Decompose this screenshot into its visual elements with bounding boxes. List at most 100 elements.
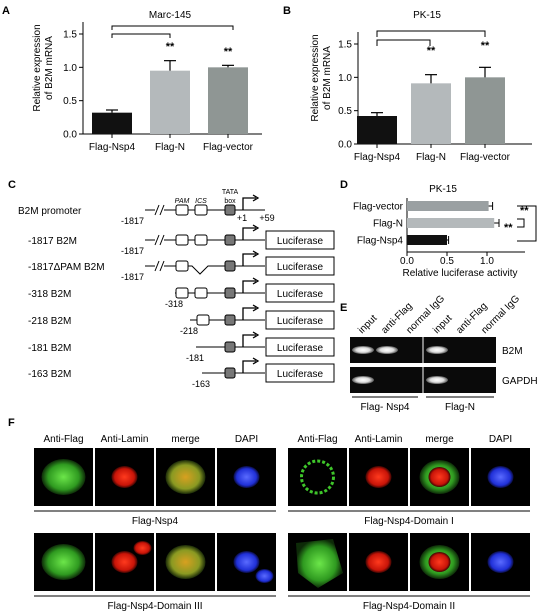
panel-d: D PK-15 Flag-vector Flag-N Flag-Nsp4 0.0 0.5… xyxy=(340,179,537,279)
chart-a-category-label-1: Flag-N xyxy=(155,142,185,153)
tss-label-plus1: +1 xyxy=(237,213,247,223)
start-label-2: -1817 xyxy=(121,272,144,282)
tss-arrowhead-3 xyxy=(252,277,260,285)
gel-label-gapdh: GAPDH xyxy=(502,376,538,387)
tata-box-5 xyxy=(224,341,236,353)
tata-box-4 xyxy=(224,314,236,326)
channel-label-1-2: merge xyxy=(425,434,454,445)
ics-box-4 xyxy=(196,314,210,326)
chart-d-bar-2 xyxy=(407,235,447,245)
nucleus-red-extra-2 xyxy=(133,541,152,555)
tss-arrow-0 xyxy=(242,197,256,210)
gapdh-band-1 xyxy=(426,376,448,384)
b2m-band-0 xyxy=(352,346,374,354)
chart-b-category-label-2: Flag-vector xyxy=(460,152,511,163)
promoter-rows: B2M promoter -1817 -1817 B2M -1817 Luciferas… xyxy=(18,194,335,389)
merge-cell-2 xyxy=(165,545,206,579)
chart-a-bracket-inner xyxy=(111,33,171,38)
tss-arrow-4 xyxy=(242,307,256,320)
element-label-ics: ICS xyxy=(195,198,207,205)
ics-box-3 xyxy=(194,287,208,299)
panel-letter-a: A xyxy=(2,5,10,17)
construct-break-b-2 xyxy=(159,260,165,272)
chart-a-category-label-2: Flag-vector xyxy=(203,142,254,153)
construct-label-0: B2M promoter xyxy=(18,206,82,217)
tss-arrow-6 xyxy=(242,360,256,373)
cell-body-3 xyxy=(296,539,343,588)
cell-ring-1 xyxy=(300,459,335,495)
tss-arrowhead-2 xyxy=(252,250,260,258)
channel-label-1-1: Anti-Lamin xyxy=(355,434,403,445)
luciferase-box-6 xyxy=(265,363,335,383)
tata-box-2 xyxy=(224,260,236,272)
tss-arrowhead-6 xyxy=(252,357,260,365)
chart-b-bracket-inner xyxy=(376,39,431,46)
construct-break-a-2 xyxy=(154,260,160,272)
chart-d-sig-1: ** xyxy=(520,205,529,217)
panel-c: C B2M promoter -1817 -1817 B2M -1817 Lucifer… xyxy=(8,179,335,389)
channel-label-0-0: Anti-Flag xyxy=(43,434,83,445)
merge-nucleus-3 xyxy=(428,552,451,572)
panel-letter-e: E xyxy=(340,302,347,314)
nucleus-blue-3 xyxy=(487,551,514,573)
gel-label-b2m: B2M xyxy=(502,346,523,357)
chart-b-ylabel-1: Relative expression xyxy=(310,34,321,121)
chart-d-category-label-0: Flag-vector xyxy=(353,202,404,213)
start-label-6: -163 xyxy=(192,379,210,389)
construct-label-6: -163 B2M xyxy=(28,369,71,380)
panel-a: A Marc-145 Relative expression of B2M mR… xyxy=(2,5,262,153)
group-label-nsp4: Flag- Nsp4 xyxy=(361,402,410,413)
tss-arrowhead-0 xyxy=(252,194,260,202)
gapdh-band-0 xyxy=(352,376,374,384)
channel-label-1-3: DAPI xyxy=(489,434,512,445)
panel-letter-d: D xyxy=(340,179,348,191)
nucleus-red-2 xyxy=(111,551,138,573)
chart-a-ytick-label-0: 0.0 xyxy=(63,130,77,141)
nucleus-blue-extra-2 xyxy=(255,569,274,583)
b2m-band-2 xyxy=(426,346,448,354)
chart-d-bar-0 xyxy=(407,201,489,211)
chart-b-ytick-label-0: 0.0 xyxy=(338,140,352,151)
chart-a-ytick-label-3: 1.5 xyxy=(63,30,77,41)
tss-label-plus59: +59 xyxy=(259,213,274,223)
chart-a-bracket-outer xyxy=(111,25,234,30)
tata-label-1: TATA xyxy=(222,189,239,196)
nucleus-blue-1 xyxy=(487,466,514,488)
panel-letter-f: F xyxy=(8,417,15,429)
tss-arrow-1 xyxy=(242,227,256,240)
luciferase-box-4 xyxy=(265,310,335,330)
cell-body-0 xyxy=(41,459,86,495)
micro-caption-3: Flag-Nsp4-Domain II xyxy=(363,601,455,612)
construct-label-4: -218 B2M xyxy=(28,316,71,327)
pam-box-2 xyxy=(175,260,189,272)
cell-body-2 xyxy=(41,544,86,580)
b2m-band-1 xyxy=(376,346,398,354)
chart-d-xlabel: Relative luciferase activity xyxy=(402,268,517,279)
tss-arrow-5 xyxy=(242,334,256,347)
group-label-n: Flag-N xyxy=(445,402,475,413)
chart-a-sig-2: ** xyxy=(224,46,233,58)
chart-b-bar-2 xyxy=(465,77,505,144)
lane-label-3: input xyxy=(431,313,454,336)
tata-box-1 xyxy=(224,234,236,246)
element-label-pam: PAM xyxy=(175,198,190,205)
micro-tile-1-0 xyxy=(288,448,347,506)
chart-b-title: PK-15 xyxy=(413,10,441,21)
luciferase-label-1: Luciferase xyxy=(277,236,324,247)
micro-caption-1: Flag-Nsp4-Domain I xyxy=(364,516,453,527)
construct-break-a-0 xyxy=(154,204,160,216)
chart-a-title: Marc-145 xyxy=(149,10,192,21)
luciferase-box-5 xyxy=(265,337,335,357)
chart-d-category-label-1: Flag-N xyxy=(373,219,403,230)
channel-label-1-0: Anti-Flag xyxy=(297,434,337,445)
panel-letter-c: C xyxy=(8,179,16,191)
chart-a-ylabel-1: Relative expression xyxy=(32,24,43,111)
chart-b-ytick-label-2: 1.0 xyxy=(338,73,352,84)
chart-d-xtick-label-2: 1.0 xyxy=(480,256,494,267)
micro-caption-0: Flag-Nsp4 xyxy=(132,516,179,527)
chart-a-ytick-label-1: 0.5 xyxy=(63,96,77,107)
tata-box-6 xyxy=(224,367,236,379)
chart-b-sig-1: ** xyxy=(427,45,436,57)
